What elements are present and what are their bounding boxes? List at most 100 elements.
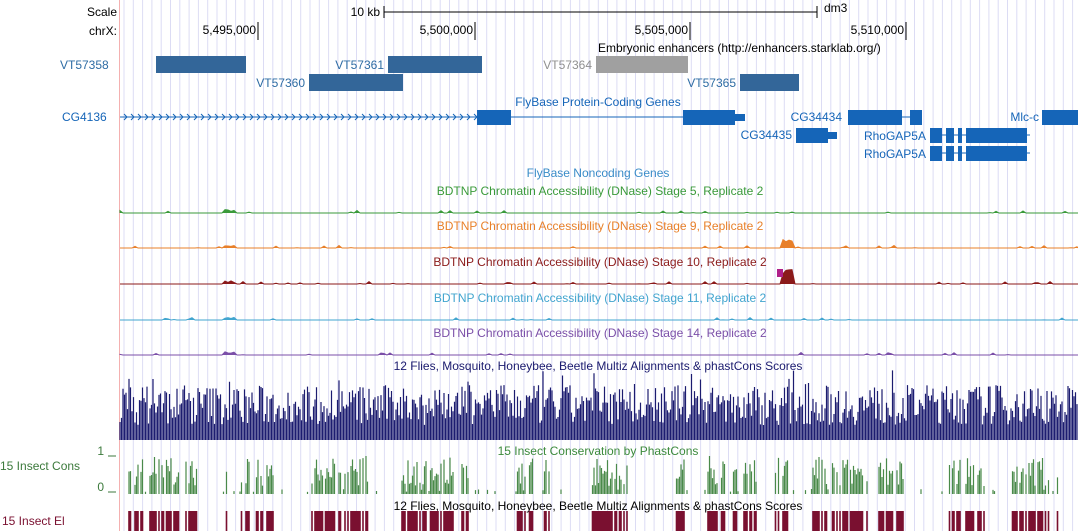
strand-arrow — [207, 113, 212, 121]
assembly: dm3 — [824, 1, 848, 15]
strand-arrow — [200, 113, 205, 121]
chrom-label: chrX: — [89, 24, 117, 38]
exon — [910, 110, 922, 125]
wiggle — [128, 456, 1059, 494]
signal — [120, 269, 1078, 285]
strand-arrow — [172, 113, 177, 121]
strand-arrow — [137, 113, 142, 121]
strand-arrow — [221, 113, 226, 121]
track-title: Embryonic enhancers (http://enhancers.st… — [598, 41, 881, 55]
strand-arrow — [256, 113, 261, 121]
strand-arrow — [263, 113, 268, 121]
track-title: 12 Flies, Mosquito, Honeybee, Beetle Mul… — [394, 499, 803, 513]
strand-arrow — [389, 113, 394, 121]
strand-arrow — [396, 113, 401, 121]
strand-arrow — [452, 113, 457, 121]
exon — [930, 146, 942, 161]
strand-arrow — [193, 113, 198, 121]
gene-label: RhoGAP5A — [864, 129, 926, 143]
enhancer-label: VT57358 — [60, 58, 109, 72]
track-title: BDTNP Chromatin Accessibility (DNase) St… — [437, 184, 764, 198]
strand-arrow — [326, 113, 331, 121]
signal — [119, 351, 1078, 356]
strand-arrow — [179, 113, 184, 121]
strand-arrow — [361, 113, 366, 121]
strand-arrow — [424, 113, 429, 121]
strand-arrow — [382, 113, 387, 121]
position-label: 5,505,000 — [635, 23, 689, 37]
enhancer-label: VT57361 — [335, 58, 384, 72]
track-label: 15 Insect El — [2, 514, 65, 528]
exon — [946, 128, 954, 143]
strand-arrow — [431, 113, 436, 121]
exon — [735, 114, 745, 121]
track-title: BDTNP Chromatin Accessibility (DNase) St… — [433, 326, 767, 340]
exon — [966, 128, 1026, 143]
enhancer — [740, 74, 799, 91]
enhancer-label: VT57360 — [256, 76, 305, 90]
strand-arrow — [130, 113, 135, 121]
exon — [848, 110, 902, 125]
position-label: 5,510,000 — [851, 23, 905, 37]
track-label: 15 Insect Cons — [0, 459, 80, 473]
exon — [477, 110, 511, 125]
wiggle — [119, 370, 1078, 440]
signal — [120, 316, 1078, 321]
signal — [119, 209, 1078, 214]
enhancer — [156, 56, 246, 73]
exon — [966, 146, 1026, 161]
exon — [1015, 128, 1027, 143]
strand-arrow — [214, 113, 219, 121]
strand-arrow — [123, 113, 128, 121]
exon — [683, 110, 735, 125]
strand-arrow — [186, 113, 191, 121]
strand-arrow — [347, 113, 352, 121]
scale-label: Scale — [87, 5, 117, 19]
track-title: BDTNP Chromatin Accessibility (DNase) St… — [437, 219, 764, 233]
track-title: FlyBase Protein-Coding Genes — [515, 95, 680, 109]
strand-arrow — [291, 113, 296, 121]
strand-arrow — [242, 113, 247, 121]
scale-bar-label: 10 kb — [351, 5, 381, 19]
exon — [958, 146, 962, 161]
strand-arrow — [445, 113, 450, 121]
enhancer — [309, 74, 403, 91]
strand-arrow — [333, 113, 338, 121]
axis-label: 1 — [97, 444, 104, 458]
strand-arrow — [165, 113, 170, 121]
exon — [796, 128, 828, 143]
gene-label: RhoGAP5A — [864, 147, 926, 161]
strand-arrow — [340, 113, 345, 121]
signal — [120, 238, 1078, 249]
strand-arrow — [277, 113, 282, 121]
strand-arrow — [375, 113, 380, 121]
strand-arrow — [235, 113, 240, 121]
exon — [946, 146, 954, 161]
strand-arrow — [228, 113, 233, 121]
signal-peak — [777, 269, 783, 277]
strand-arrow — [368, 113, 373, 121]
exon — [958, 128, 962, 143]
exon — [1015, 146, 1027, 161]
strand-arrow — [158, 113, 163, 121]
element-blocks — [128, 511, 1059, 531]
track-title: BDTNP Chromatin Accessibility (DNase) St… — [433, 255, 767, 269]
gene-label: Mlc-c — [1010, 110, 1039, 124]
strand-arrow — [410, 113, 415, 121]
gene-label: CG34434 — [791, 110, 843, 124]
strand-arrow — [270, 113, 275, 121]
strand-arrow — [466, 113, 471, 121]
strand-arrow — [403, 113, 408, 121]
strand-arrow — [459, 113, 464, 121]
strand-arrow — [151, 113, 156, 121]
strand-arrow — [438, 113, 443, 121]
position-label: 5,500,000 — [420, 23, 474, 37]
enhancer-label: VT57365 — [687, 76, 736, 90]
track-title: FlyBase Noncoding Genes — [527, 166, 670, 180]
exon — [930, 128, 942, 143]
strand-arrow — [284, 113, 289, 121]
gene-label: CG34435 — [741, 128, 793, 142]
strand-arrow — [249, 113, 254, 121]
strand-arrow — [144, 113, 149, 121]
position-label: 5,495,000 — [203, 23, 257, 37]
